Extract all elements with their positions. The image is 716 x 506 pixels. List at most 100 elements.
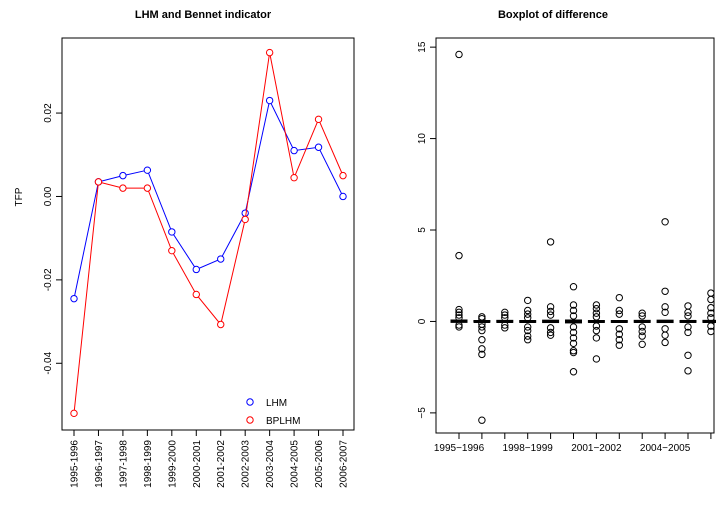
box-outlier	[524, 332, 532, 340]
box-outlier	[524, 314, 532, 322]
series-point-lhm	[143, 166, 152, 174]
x-tick-label: 1995-1996	[70, 440, 81, 488]
box-outlier	[707, 314, 715, 322]
box-outlier	[546, 328, 555, 337]
line-chart-series-group	[70, 48, 347, 418]
y-tick-label: -0.02	[43, 268, 54, 291]
box-outlier	[455, 311, 463, 319]
line-chart-title: LHM and Bennet indicator	[135, 9, 272, 21]
box-outlier	[615, 330, 623, 338]
x-tick-label: 1998-1999	[143, 440, 154, 488]
series-point-lhm	[168, 228, 176, 236]
y-tick-label: −5	[417, 407, 428, 419]
box-outlier	[455, 323, 463, 331]
boxplot-title: Boxplot of difference	[498, 9, 608, 21]
box-outlier	[546, 307, 555, 316]
box-outlier	[638, 312, 646, 320]
box-outlier	[455, 251, 463, 260]
boxplot-y-axis: −5 0 5 10 15	[417, 41, 436, 419]
boxplot-boxes-group	[450, 50, 716, 424]
box-outlier	[524, 326, 532, 335]
box-outlier	[592, 309, 601, 317]
box-outlier	[615, 310, 623, 318]
box-outlier	[546, 331, 555, 339]
series-point-bplhm	[290, 174, 298, 182]
series-point-lhm	[119, 171, 127, 180]
box-outlier	[455, 314, 463, 322]
box-outlier	[569, 334, 578, 342]
box-outlier	[455, 308, 463, 317]
boxplot-box	[450, 50, 468, 331]
y-tick-label: 0.00	[43, 186, 54, 206]
box-outlier	[615, 341, 623, 349]
boxplot-panel: Boxplot of difference −5 0 5 10 15 1995−1996…	[417, 9, 716, 454]
box-outlier	[684, 312, 692, 320]
box-outlier	[638, 332, 646, 340]
box-outlier	[478, 336, 486, 344]
x-tick-label: 1997-1998	[118, 440, 129, 488]
box-outlier	[501, 308, 509, 317]
box-outlier	[546, 303, 555, 311]
series-point-lhm	[192, 265, 200, 274]
box-outlier	[684, 302, 692, 310]
series-point-bplhm	[314, 115, 323, 124]
box-outlier	[569, 323, 578, 331]
box-outlier	[661, 303, 669, 311]
x-tick-label: 1998−1999	[503, 443, 554, 454]
box-outlier	[478, 323, 486, 331]
box-outlier	[615, 306, 623, 315]
box-outlier	[592, 322, 601, 330]
x-tick-label: 2000-2001	[192, 440, 203, 488]
box-outlier	[455, 305, 463, 314]
series-point-lhm	[314, 143, 323, 151]
series-point-lhm	[339, 192, 347, 201]
x-tick-label: 1996-1997	[94, 440, 105, 488]
series-line-bplhm	[73, 52, 344, 414]
box-outlier	[546, 238, 555, 246]
series-point-lhm	[265, 96, 274, 105]
box-outlier	[546, 324, 555, 332]
box-outlier	[569, 368, 578, 376]
series-point-lhm	[241, 209, 249, 217]
boxplot-box	[702, 289, 716, 336]
box-outlier	[569, 348, 578, 357]
box-outlier	[569, 312, 578, 320]
box-outlier	[615, 325, 623, 333]
box-outlier	[478, 345, 486, 353]
legend-marker-bplhm	[246, 416, 254, 424]
series-point-bplhm	[241, 215, 249, 224]
y-tick-label: 10	[417, 133, 428, 145]
line-chart-panel: LHM and Bennet indicator TFP -0.04 -0.02 0…	[14, 9, 355, 488]
box-outlier	[707, 289, 715, 297]
box-outlier	[638, 323, 646, 331]
box-outlier	[501, 324, 509, 332]
boxplot-box	[473, 313, 491, 424]
series-point-bplhm	[70, 409, 78, 418]
legend-label-bplhm: BPLHM	[266, 416, 300, 427]
x-tick-label: 1995−1996	[434, 443, 485, 454]
box-outlier	[615, 293, 623, 302]
boxplot-box	[587, 301, 605, 363]
box-outlier	[501, 311, 509, 319]
series-point-lhm	[290, 146, 298, 155]
box-outlier	[478, 416, 486, 424]
box-outlier	[707, 309, 715, 317]
line-chart-x-axis: 1995-1996 1996-1997 1997-1998 1998-1999 1999…	[70, 429, 350, 488]
box-outlier	[661, 325, 669, 333]
box-outlier	[592, 326, 601, 335]
box-outlier	[661, 308, 669, 317]
series-point-bplhm	[192, 290, 200, 299]
boxplot-box	[633, 309, 651, 349]
line-chart-legend: LHM BPLHM	[246, 398, 300, 427]
legend-marker-lhm	[246, 398, 254, 406]
x-tick-label: 2002-2003	[241, 440, 252, 488]
box-outlier	[592, 301, 601, 309]
box-outlier	[684, 328, 692, 337]
box-outlier	[707, 327, 715, 336]
boxplot-box	[656, 218, 674, 347]
boxplot-x-axis: 1995−1996 1998−1999 2001−2002 2004−2005	[434, 432, 714, 454]
box-outlier	[455, 50, 463, 59]
box-outlier	[684, 323, 692, 331]
x-tick-label: 2004-2005	[290, 440, 301, 488]
box-outlier	[638, 327, 646, 336]
